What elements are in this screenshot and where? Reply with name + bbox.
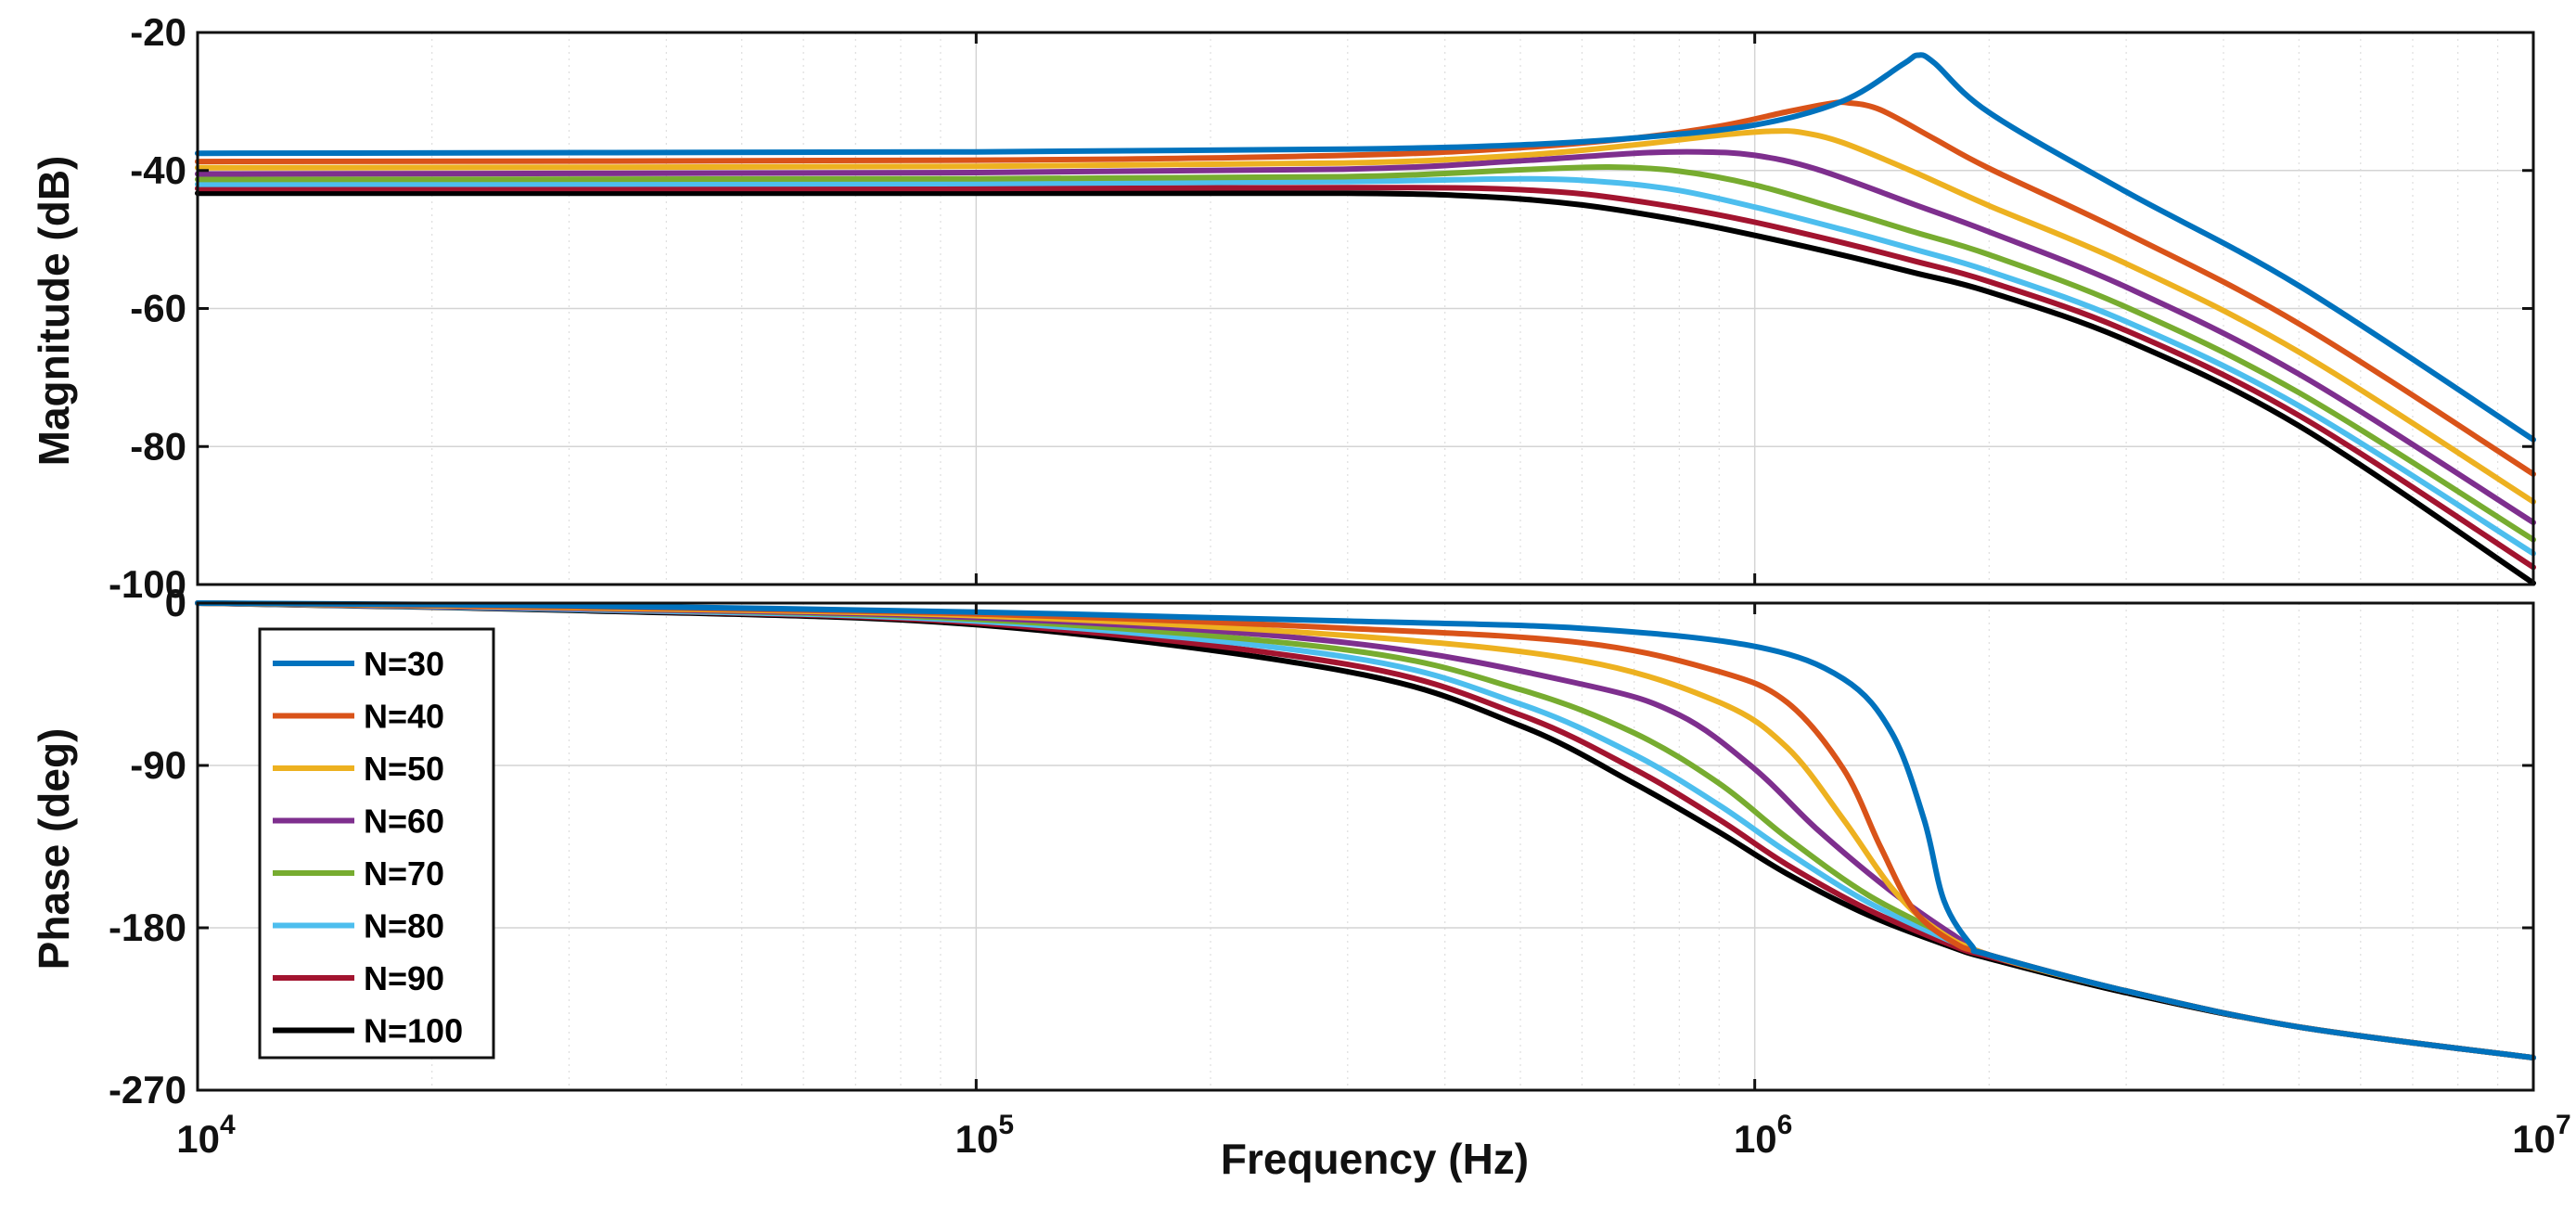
magnitude-y-label: Magnitude (dB): [30, 156, 78, 467]
phase-y-ticks: 0 -90 -180 -270: [109, 581, 2533, 1112]
magnitude-series-n-90: [195, 185, 2536, 571]
legend-entry: N=40: [273, 698, 444, 736]
magnitude-curves: [195, 52, 2536, 586]
x-tick-label: 106: [1734, 1110, 1792, 1161]
legend-label: N=30: [364, 645, 444, 683]
legend-label: N=100: [364, 1012, 463, 1050]
phase-y-tick-label: -270: [109, 1068, 186, 1112]
phase-y-tick-label: 0: [165, 581, 186, 624]
legend-entry: N=30: [273, 645, 444, 683]
phase-y-tick-label: -180: [109, 906, 186, 949]
magnitude-series-n-80: [195, 175, 2536, 557]
legend-entry: N=70: [273, 855, 444, 893]
legend-label: N=40: [364, 698, 444, 736]
legend-entry: N=80: [273, 907, 444, 945]
x-tick-label: 105: [955, 1110, 1014, 1161]
phase-y-label: Phase (deg): [30, 728, 78, 970]
x-tick-label: 107: [2512, 1110, 2570, 1161]
magnitude-y-tick-label: -20: [130, 10, 186, 54]
legend-items: N=30 N=40 N=50 N=60 N=70 N=80 N=90 N=100: [273, 645, 463, 1050]
phase-y-tick-label: -90: [130, 743, 186, 787]
magnitude-series-n-70: [195, 163, 2536, 543]
legend-label: N=70: [364, 855, 444, 893]
x-tick-label: 104: [176, 1110, 236, 1161]
magnitude-series-n-100: [195, 190, 2536, 586]
magnitude-series-n-60: [195, 148, 2536, 526]
legend-label: N=90: [364, 959, 444, 997]
phase-panel: 0 -90 -180 -270 Phase (deg) N=30 N=40 N=50 N=6…: [30, 581, 2536, 1112]
legend-label: N=80: [364, 907, 444, 945]
magnitude-y-tick-label: -40: [130, 148, 186, 192]
legend: N=30 N=40 N=50 N=60 N=70 N=80 N=90 N=100: [258, 627, 495, 1060]
magnitude-y-tick-label: -60: [130, 287, 186, 330]
magnitude-y-tick-label: -80: [130, 424, 186, 468]
legend-entry: N=60: [273, 803, 444, 841]
phase-curves: [195, 600, 2536, 1060]
magnitude-y-ticks: -20 -40 -60 -80 -100: [109, 10, 2533, 606]
legend-entry: N=90: [273, 959, 444, 997]
phase-grid: [198, 603, 2533, 1090]
legend-entry: N=50: [273, 750, 444, 788]
phase-series-n-30: [195, 600, 2536, 1060]
phase-axes-frame: [196, 601, 2535, 1092]
magnitude-series-n-50: [195, 128, 2536, 505]
magnitude-y-tick-label: -100: [109, 562, 186, 606]
frequency-axis-label: Frequency (Hz): [1221, 1135, 1529, 1183]
magnitude-series-n-30: [195, 52, 2536, 443]
magnitude-panel: -20 -40 -60 -80 -100 Magnitude (dB): [30, 10, 2536, 606]
legend-box: [258, 627, 495, 1060]
legend-entry: N=100: [273, 1012, 463, 1050]
frequency-axis-ticks: 104 105 106 107: [176, 32, 2571, 1161]
magnitude-series-n-40: [195, 99, 2536, 477]
legend-label: N=60: [364, 803, 444, 841]
legend-label: N=50: [364, 750, 444, 788]
